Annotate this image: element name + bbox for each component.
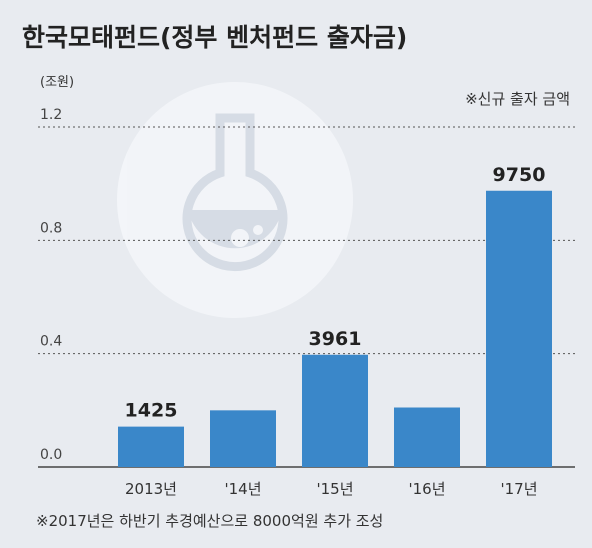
chart-title: 한국모태펀드(정부 벤처펀드 출자금) [22, 23, 407, 52]
flask-illustration [117, 82, 353, 318]
value-label: 3961 [309, 328, 362, 350]
x-tick-label: 2013년 [125, 480, 177, 498]
x-tick-label: '17년 [500, 480, 537, 498]
y-tick-label: 0.0 [40, 447, 62, 463]
y-tick-label: 0.4 [40, 334, 62, 350]
value-label: 1425 [125, 400, 178, 422]
bar [210, 410, 276, 467]
value-label: 9750 [493, 164, 546, 186]
y-tick-label: 0.8 [40, 220, 62, 236]
x-tick-label: '15년 [316, 480, 353, 498]
note: ※신규 출자 금액 [465, 90, 570, 108]
bar [486, 190, 552, 467]
y-tick-label: 1.2 [40, 107, 62, 123]
x-tick-label: '14년 [224, 480, 261, 498]
unit-label: (조원) [40, 75, 74, 90]
bar [118, 426, 184, 467]
x-tick-label: '16년 [408, 480, 445, 498]
footnote: ※2017년은 하반기 추경예산으로 8000억원 추가 조성 [36, 512, 383, 530]
bar [394, 407, 460, 467]
bar [302, 354, 368, 467]
